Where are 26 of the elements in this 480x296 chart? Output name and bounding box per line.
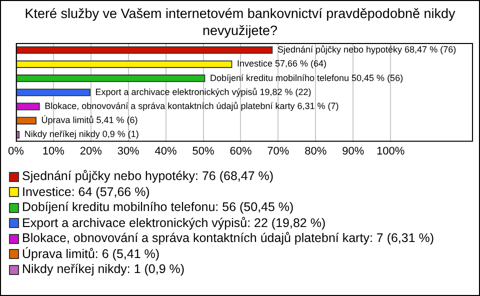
data-label: Úprava limitů 5,41 % (6) — [41, 115, 138, 126]
legend-label: Dobíjení kreditu mobilního telefonu: 56 (50,45 %) — [22, 200, 294, 216]
x-tick-label: 30% — [117, 145, 140, 158]
legend-label: Export a archivace elektronických výpisů: 22 (19,82 %) — [22, 216, 326, 231]
legend-label: Sjednání půjčky nebo hypotéky: 76 (68,47 %) — [22, 169, 274, 184]
x-tick-label: 60% — [230, 145, 252, 158]
data-label: Dobíjení kreditu mobilního telefonu 50,45 % (56) — [210, 72, 404, 83]
data-label: Export a archivace elektronických výpisů 19,82 % (22) — [95, 86, 312, 97]
data-label: Sjednání půjčky nebo hypotéky 68,47 % (76) — [277, 44, 456, 55]
x-tick-label: 70% — [267, 145, 290, 158]
x-tick-label: 0% — [8, 145, 24, 158]
x-tick-label: 20% — [80, 145, 102, 158]
x-tick-label: 10% — [42, 145, 65, 158]
data-label: Nikdy neříkej nikdy 0,9 % (1) — [24, 129, 139, 140]
legend-label: Úprava limitů: 6 (5,41 %) — [22, 246, 160, 262]
x-tick-label: 80% — [304, 145, 327, 158]
x-tick-label: 50% — [192, 145, 214, 158]
x-tick-label: 90% — [342, 145, 364, 158]
x-tick-label: 40% — [154, 145, 178, 158]
legend-label: Investice: 64 (57,66 %) — [22, 184, 150, 200]
data-label: Blokace, obnovování a správa kontaktních údajů platební karty 6,31 % (7) — [44, 101, 339, 111]
x-tick-label: 100% — [376, 145, 405, 158]
chart-title: Které služby ve Vašem internetovém bankovnictví pravděpodobně nikdy nevyužijete? — [24, 5, 456, 40]
legend-label: Blokace, obnovování a správa kontaktních údajů platební karty: 7 (6,31 %) — [22, 231, 434, 246]
data-label: Investice 57,66 % (64) — [236, 58, 327, 69]
legend-label: Nikdy neříkej nikdy: 1 (0,9 %) — [22, 262, 185, 278]
